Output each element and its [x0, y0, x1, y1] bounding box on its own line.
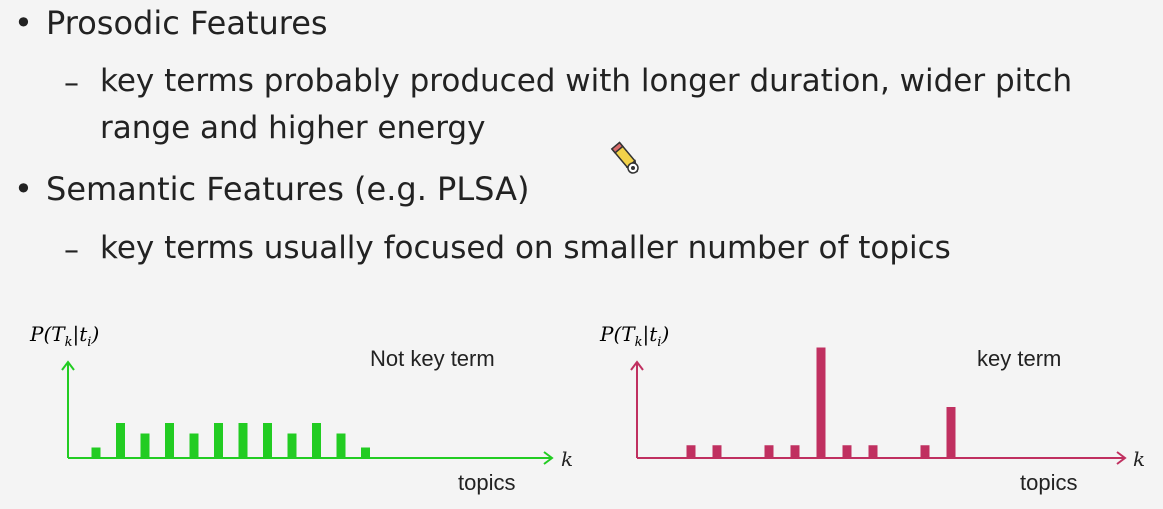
- bar: [189, 433, 199, 458]
- chart-key-term: P(Tk|ti) key term topics k: [599, 322, 1145, 495]
- axes: [630, 360, 1127, 465]
- bar: [842, 445, 852, 458]
- y-axis-arrow: [630, 360, 644, 371]
- bullet-title-prosodic: Prosodic Features: [46, 4, 328, 42]
- bar: [287, 433, 297, 458]
- x-axis-arrow: [543, 451, 554, 465]
- chart-annotation: Not key term: [370, 346, 495, 371]
- x-axis-arrow: [1116, 451, 1127, 465]
- x-axis-label: topics: [458, 470, 515, 495]
- bar: [790, 445, 800, 458]
- bar: [920, 445, 930, 458]
- bar: [263, 423, 272, 458]
- bar: [336, 433, 346, 458]
- bar-group: [686, 347, 956, 458]
- bar: [165, 423, 174, 458]
- bullet-dot: •: [14, 170, 33, 208]
- bar: [764, 445, 774, 458]
- y-axis-label: P(Tk|ti): [29, 322, 99, 350]
- sub-item-prosodic-line1: key terms probably produced with longer …: [100, 63, 1073, 99]
- bar: [91, 447, 101, 458]
- pencil-cursor-icon: [610, 141, 639, 174]
- bar: [214, 423, 223, 458]
- sub-item-prosodic-line2: range and higher energy: [100, 110, 486, 146]
- bar: [686, 445, 696, 458]
- x-axis-variable: k: [561, 447, 573, 471]
- axes: [61, 360, 554, 465]
- sub-item-semantic: key terms usually focused on smaller num…: [100, 230, 951, 266]
- chart-not-key-term: P(Tk|ti) Not key term topics k: [29, 322, 573, 495]
- bar: [816, 347, 826, 458]
- y-axis-label: P(Tk|ti): [599, 322, 669, 350]
- bar: [712, 445, 722, 458]
- x-axis-variable: k: [1133, 447, 1145, 471]
- chart-annotation: key term: [977, 346, 1061, 371]
- bar: [312, 423, 321, 458]
- bar: [946, 407, 956, 458]
- bar: [140, 433, 150, 458]
- sub-dash: –: [64, 66, 79, 101]
- sub-dash: –: [64, 233, 79, 268]
- y-axis-arrow: [61, 360, 75, 371]
- bullet-title-semantic: Semantic Features (e.g. PLSA): [46, 170, 530, 208]
- bar-group: [91, 423, 370, 458]
- bar: [868, 445, 878, 458]
- bar: [361, 447, 370, 458]
- x-axis-label: topics: [1020, 470, 1077, 495]
- bar: [238, 423, 248, 458]
- bullet-dot: •: [14, 4, 33, 42]
- bar: [116, 423, 125, 458]
